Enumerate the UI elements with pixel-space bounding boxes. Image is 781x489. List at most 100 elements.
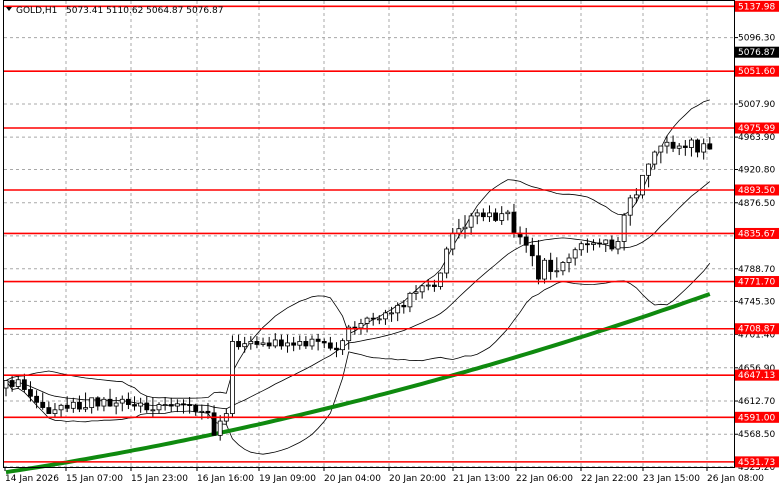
x-tick-label: 14 Jan 2026 [5, 474, 59, 484]
candle-body [199, 410, 205, 413]
candle-body [101, 398, 107, 407]
candle-body [46, 407, 52, 414]
y-tick-label: 4745.30 [738, 297, 775, 307]
candle-body [640, 174, 645, 196]
candle-body [285, 342, 290, 347]
candle-body [493, 212, 499, 221]
ohlc-values: 5073.41 5110.62 5064.87 5076.87 [66, 6, 223, 16]
candle-body [334, 347, 339, 351]
candle-body [438, 272, 443, 287]
dropdown-triangle-icon[interactable] [6, 7, 12, 11]
current-price-label: 5076.87 [738, 48, 775, 58]
candle-body [89, 397, 95, 408]
candle-body [144, 402, 150, 411]
candle-body [676, 145, 682, 149]
candle-body [523, 236, 529, 246]
candle-body [327, 342, 333, 349]
candle-body [266, 342, 272, 347]
candle-body [633, 194, 639, 199]
level-labels: 5137.98 5051.60 4975.99 4893.50 4835.67 4771.… [735, 0, 779, 468]
x-tick-label: 23 Jan 15:00 [643, 474, 700, 484]
candle-body [205, 410, 211, 414]
candle-body [28, 389, 33, 397]
candle-body [52, 409, 58, 414]
x-tick-label: 20 Jan 20:00 [389, 474, 446, 484]
candle-body [346, 326, 352, 342]
level-tag [735, 411, 779, 423]
candle-body [370, 317, 376, 320]
x-tick-label: 19 Jan 09:00 [259, 474, 316, 484]
y-tick-label: 5007.90 [738, 100, 775, 110]
candle-body [609, 239, 615, 250]
y-tick-label: 4612.70 [738, 397, 775, 407]
candle-body [695, 139, 700, 153]
y-tick-label: 4963.90 [738, 133, 775, 143]
candle-body [560, 262, 566, 272]
candle-body [358, 322, 364, 329]
level-tag [735, 65, 779, 77]
candle-body [529, 244, 535, 257]
candle-body [126, 398, 131, 405]
candle-body [554, 270, 560, 273]
candle-body [34, 395, 39, 403]
level-tag [735, 323, 779, 335]
ma-line [5, 292, 711, 475]
candle-body [64, 404, 70, 409]
candle-body [621, 214, 627, 242]
candle-body [425, 284, 431, 287]
x-tick-label: 15 Jan 23:00 [131, 474, 188, 484]
candle-body [682, 145, 688, 148]
candle-body [254, 341, 260, 345]
x-tick-label: 15 Jan 07:00 [66, 474, 123, 484]
y-tick-label: 4701.40 [738, 330, 775, 340]
x-tick-label: 22 Jan 06:00 [516, 474, 573, 484]
candle-body [566, 257, 572, 263]
candle-body [658, 145, 664, 153]
candle-body [187, 404, 193, 406]
level-tag [735, 276, 779, 288]
level-tag [735, 0, 779, 12]
candle-body [511, 211, 517, 234]
candle-body [480, 212, 486, 218]
level-label: 4531.73 [738, 458, 775, 468]
candle-body [3, 380, 9, 389]
level-label: 4893.50 [738, 186, 775, 196]
candle-body [113, 402, 119, 407]
time-axis: 14 Jan 2026 15 Jan 07:00 15 Jan 23:00 16 Ja… [4, 467, 764, 484]
level-tag [735, 122, 779, 134]
candle-body [603, 239, 609, 245]
candle-body [193, 404, 199, 412]
level-label: 4591.00 [738, 413, 775, 423]
candle-body [15, 379, 21, 387]
candle-body [260, 342, 266, 345]
level-label: 4647.13 [738, 371, 775, 381]
candle-body [181, 403, 186, 406]
plot-frame [3, 0, 735, 468]
candle-body [389, 312, 394, 315]
level-label: 4771.70 [738, 278, 775, 288]
candle-body [407, 292, 413, 308]
candle-body [242, 343, 248, 348]
candle-body [83, 407, 88, 410]
level-tag [735, 227, 779, 239]
candle-body [132, 404, 137, 407]
x-tick-label: 22 Jan 22:00 [581, 474, 638, 484]
candle-body [297, 341, 303, 346]
candle-body [248, 341, 254, 345]
candle-body [536, 255, 541, 280]
level-tag [735, 184, 779, 196]
candle-body [444, 248, 450, 274]
candle-body [364, 317, 370, 324]
y-tick-label: 4876.50 [738, 199, 775, 209]
candle-body [272, 339, 278, 347]
y-tick-label: 4525.20 [738, 463, 775, 473]
candle-body [664, 141, 670, 147]
moving-average-line [5, 292, 711, 475]
candle-body [597, 242, 603, 245]
candle-body [431, 284, 437, 287]
candle-body [211, 412, 217, 436]
y-tick-label: 4788.70 [738, 265, 775, 275]
candle-body [627, 197, 633, 216]
candle-body [646, 163, 651, 176]
